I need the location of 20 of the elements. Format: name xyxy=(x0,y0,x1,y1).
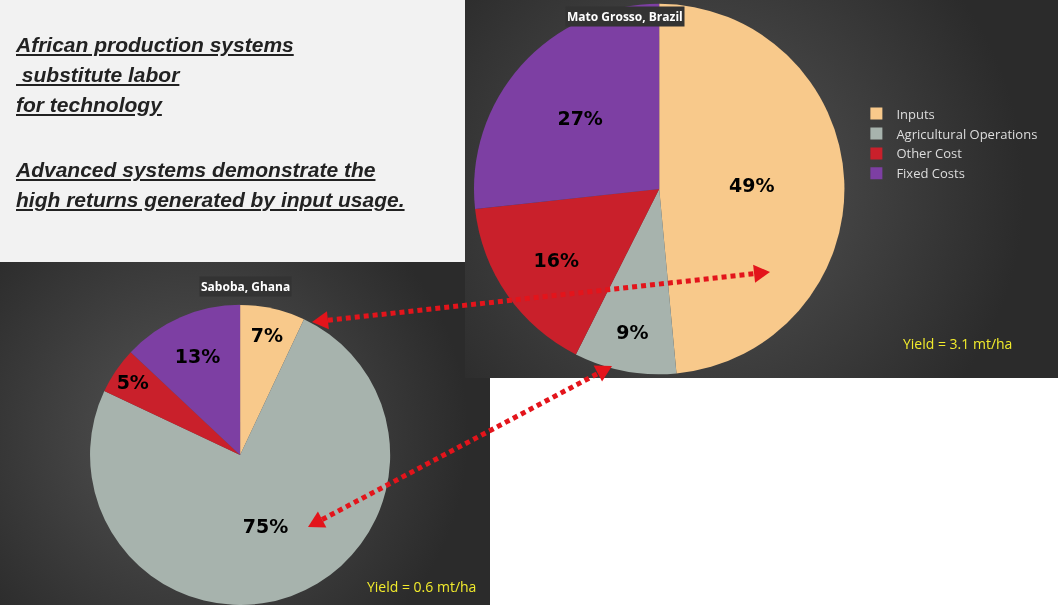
chart-title: Saboba, Ghana xyxy=(201,278,291,295)
legend-label: Fixed Costs xyxy=(896,164,965,183)
text: Yield = 3.1 mt/ha xyxy=(903,334,1013,353)
legend-label: Inputs xyxy=(896,104,935,123)
legend-label: Agricultural Operations xyxy=(896,124,1038,143)
text: Yield = 0.6 mt/ha xyxy=(367,577,477,596)
legend-label: Other Cost xyxy=(896,144,963,163)
data-label: 49% xyxy=(729,173,775,196)
data-label: 5% xyxy=(116,371,149,393)
data-label: 9% xyxy=(616,320,649,343)
text: Mato Grosso, Brazil xyxy=(567,8,683,25)
pie-slice xyxy=(475,189,660,355)
data-label: 13% xyxy=(174,345,221,368)
text: Advanced systems demonstrate the high returns generated by input usage. xyxy=(16,157,406,213)
data-label: 75% xyxy=(242,514,289,537)
data-label: 27% xyxy=(557,107,603,130)
text: African production systems substitute labor for technology xyxy=(16,32,295,118)
data-label: 7% xyxy=(250,323,284,346)
data-label: 16% xyxy=(533,249,579,272)
pie-slice xyxy=(240,304,304,455)
